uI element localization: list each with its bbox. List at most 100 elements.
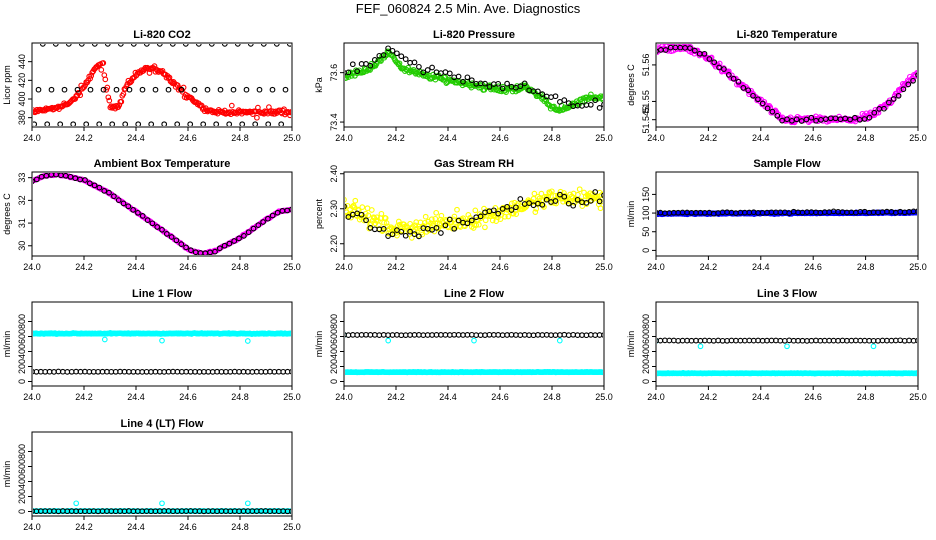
reference-point — [33, 121, 38, 126]
data-point — [288, 508, 291, 515]
reference-point — [910, 77, 916, 84]
reference-point — [438, 230, 444, 236]
data-point — [597, 205, 603, 212]
x-tick-label: 24.8 — [857, 392, 875, 402]
reference-point — [915, 72, 917, 78]
reference-point — [915, 208, 917, 214]
y-tick-label: 2.30 — [329, 200, 339, 218]
reference-point — [100, 86, 107, 93]
x-tick-label: 24.2 — [75, 133, 93, 143]
x-tick-label: 24.8 — [543, 262, 561, 272]
reference-point — [464, 220, 471, 227]
reference-point — [83, 121, 90, 126]
reference-point — [178, 241, 185, 247]
reference-point — [759, 100, 766, 107]
reference-point — [552, 93, 559, 100]
x-tick-label: 24.6 — [179, 133, 197, 143]
y-axis-label: kPa — [314, 77, 324, 93]
y-tick-label: 32 — [17, 195, 27, 205]
data-point — [352, 197, 359, 204]
reference-point — [39, 44, 46, 47]
reference-point — [106, 189, 112, 196]
reference-point — [779, 117, 785, 124]
data-point — [286, 109, 291, 116]
data-point — [404, 224, 411, 231]
reference-point — [57, 121, 64, 126]
y-tick-label: 800 — [641, 314, 651, 329]
data-point — [914, 70, 917, 76]
reference-point — [122, 121, 129, 126]
reference-point — [236, 235, 242, 242]
y-tick-label: 73.6 — [329, 64, 339, 82]
y-tick-label: 200 — [17, 359, 27, 374]
data-point — [451, 213, 458, 220]
x-tick-label: 25.0 — [283, 392, 301, 402]
reference-point — [464, 74, 471, 81]
chart-title: Line 2 Flow — [444, 288, 504, 300]
plot-frame — [655, 42, 919, 128]
reference-point — [165, 86, 172, 93]
reference-point — [750, 92, 756, 99]
data-point — [408, 235, 415, 241]
reference-point — [173, 237, 180, 244]
y-tick-label: 51.545 — [641, 106, 651, 134]
reference-point — [561, 97, 568, 103]
reference-point — [798, 118, 805, 124]
reference-point — [535, 88, 541, 95]
x-tick-label: 24.6 — [491, 133, 509, 143]
reference-point — [269, 212, 276, 219]
data-point — [784, 343, 790, 350]
y-tick-label: 200 — [329, 359, 339, 374]
reference-point — [221, 242, 228, 249]
x-tick-label: 24.2 — [387, 392, 405, 402]
reference-point — [101, 188, 108, 194]
x-tick-label: 24.4 — [439, 262, 457, 272]
data-point — [870, 343, 877, 350]
x-tick-label: 24.6 — [179, 392, 197, 402]
data-point — [894, 92, 901, 98]
chart-pressure: Li-820 Pressure kPa 24.0 24.2 24.4 24.6 24.8 25… — [314, 29, 613, 143]
reference-point — [866, 114, 873, 121]
reference-point — [187, 121, 194, 126]
data-point — [697, 343, 704, 350]
reference-point — [48, 86, 55, 93]
y-tick-label: 100 — [641, 206, 651, 221]
y-axis-label: degrees C — [2, 193, 12, 235]
reference-point — [495, 80, 502, 87]
reference-point — [221, 44, 228, 47]
plot-frame — [31, 301, 293, 387]
reference-point — [161, 121, 168, 126]
reference-point — [135, 209, 141, 216]
chart-sample_flow: Sample Flow ml/min 24.0 24.2 24.4 24.6 24.8 25.… — [626, 158, 927, 272]
data-point — [374, 214, 380, 221]
y-tick-label: 31 — [17, 218, 27, 228]
data-point — [430, 221, 437, 227]
x-tick-label: 24.2 — [700, 262, 718, 272]
y-tick-label: 33 — [17, 173, 27, 183]
reference-point — [125, 203, 132, 210]
reference-point — [596, 198, 603, 205]
y-axis-label: ml/min — [314, 331, 324, 358]
reference-point — [52, 44, 59, 47]
reference-point — [61, 86, 68, 93]
data-point — [576, 186, 583, 193]
reference-point — [143, 44, 150, 47]
x-tick-label: 24.0 — [647, 262, 665, 272]
y-tick-label: 380 — [17, 110, 27, 125]
x-tick-label: 24.8 — [543, 392, 561, 402]
y-tick-label: 2.20 — [329, 235, 339, 253]
reference-point — [154, 224, 161, 230]
plot-frame — [31, 42, 293, 128]
chart-box_temp: Ambient Box Temperature degrees C 24.0 24.2… — [2, 158, 301, 272]
plot-frame — [343, 301, 605, 387]
data-point — [472, 207, 479, 214]
reference-point — [539, 91, 546, 97]
reference-point — [601, 332, 603, 338]
reference-point — [504, 203, 510, 210]
x-tick-label: 25.0 — [283, 262, 301, 272]
x-tick-label: 24.8 — [857, 262, 875, 272]
reference-point — [255, 222, 262, 228]
reference-point — [416, 233, 422, 240]
reference-point — [565, 100, 572, 106]
data-point — [767, 104, 774, 111]
